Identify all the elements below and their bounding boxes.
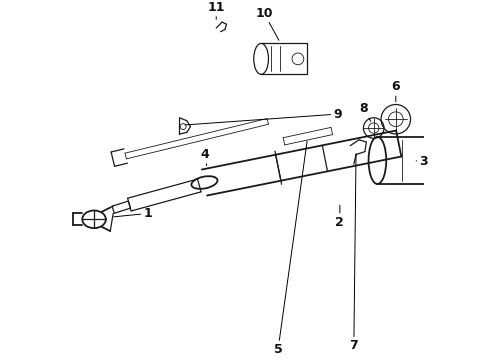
Text: 7: 7 xyxy=(349,154,358,352)
Text: 1: 1 xyxy=(114,207,152,220)
Text: 3: 3 xyxy=(416,156,428,168)
Text: 11: 11 xyxy=(207,1,225,19)
Text: 8: 8 xyxy=(359,103,371,121)
Text: 4: 4 xyxy=(201,148,210,166)
Text: 10: 10 xyxy=(255,7,279,40)
Text: 6: 6 xyxy=(392,80,400,102)
Text: 2: 2 xyxy=(336,205,344,229)
Text: 9: 9 xyxy=(185,108,342,125)
Text: 5: 5 xyxy=(274,141,307,356)
